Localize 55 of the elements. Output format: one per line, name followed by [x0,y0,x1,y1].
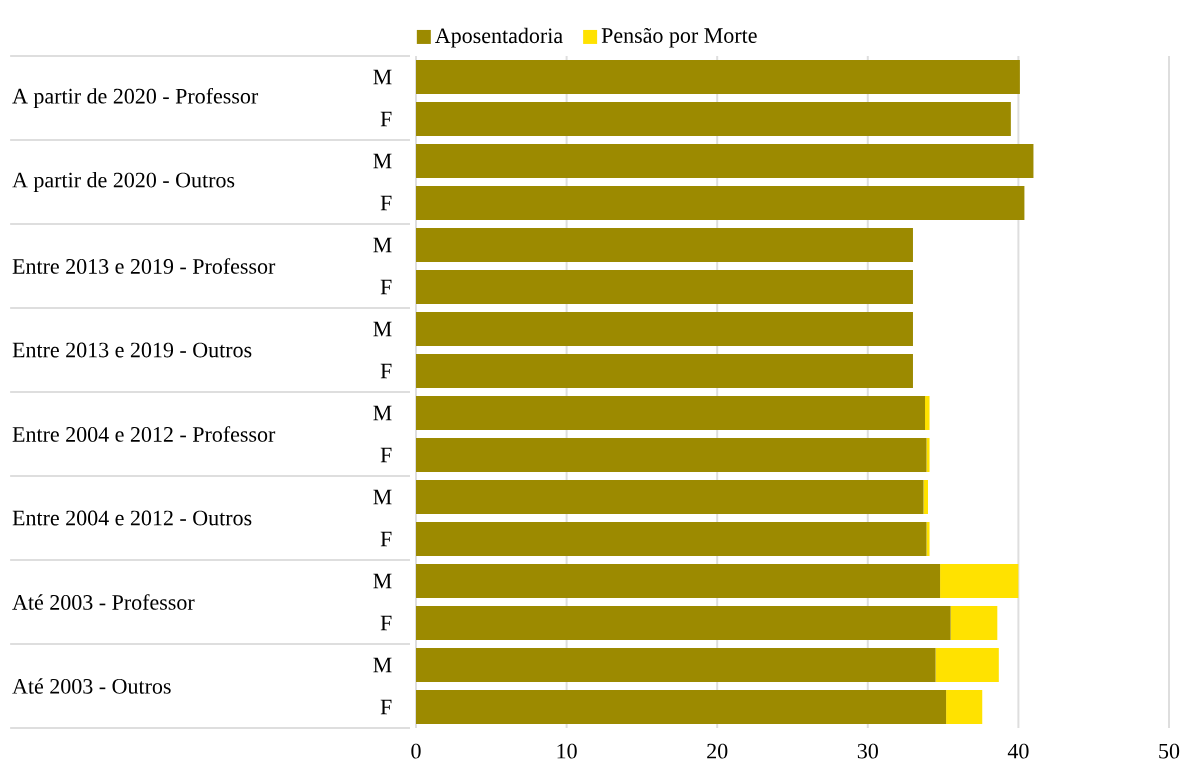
x-tick-label: 50 [1159,743,1180,759]
legend-label: Pensão por Morte [601,27,757,48]
y-tick-label: M [373,237,392,253]
bar [925,395,930,430]
y-tick-label: M [373,573,392,589]
text: A partir de 2020 - Professor [12,87,259,109]
bar [416,311,913,346]
text: Até 2003 - Outros [12,678,171,694]
x-tick-label: 10 [557,743,577,759]
y-tick-label: F [380,531,392,547]
y-tick-label: F [380,363,392,379]
bar [946,689,983,724]
bar [416,227,913,262]
y-tick-label: M [373,321,392,337]
bar [950,605,998,640]
text: Até 2003 - Professor [12,594,195,610]
y-tick-label: F [380,111,392,127]
bar [416,143,1034,178]
bar [416,605,951,640]
x-tick-label: 40 [1007,743,1029,759]
bar [940,563,1019,598]
bar [926,521,930,556]
bar [416,101,1011,136]
bar [935,647,999,682]
y-tick-label: M [373,657,392,673]
bar [416,269,913,304]
legend-label: Aposentadoria [435,27,563,48]
y-tick-label: F [380,279,392,295]
bar [416,563,941,598]
text: Entre 2013 e 2019 - Outros [12,342,252,358]
y-tick-label: M [373,405,392,421]
y-tick-label: F [380,195,392,211]
y-tick-label: M [373,489,392,505]
bar [416,689,947,724]
bar [416,395,926,430]
y-tick-label: M [373,69,392,85]
text: Entre 2004 e 2012 - Outros [12,510,252,526]
bar [416,521,927,556]
y-tick-label: M [373,153,392,169]
text: Entre 2004 e 2012 - Professor [12,426,276,442]
y-tick-label: F [380,615,392,631]
x-tick-label: 20 [707,743,728,759]
y-tick-label: F [380,447,392,463]
bar [926,437,930,472]
bar [416,647,936,682]
x-tick-label: 30 [857,743,878,759]
bar [416,59,1020,94]
text: Entre 2013 e 2019 - Professor [12,258,276,274]
bar [416,185,1025,220]
text: A partir de 2020 - Outros [12,172,235,192]
bar [416,479,924,514]
y-tick-label: F [380,699,392,715]
bar [416,437,927,472]
bar [416,353,913,388]
x-tick-label: 0 [411,743,421,759]
